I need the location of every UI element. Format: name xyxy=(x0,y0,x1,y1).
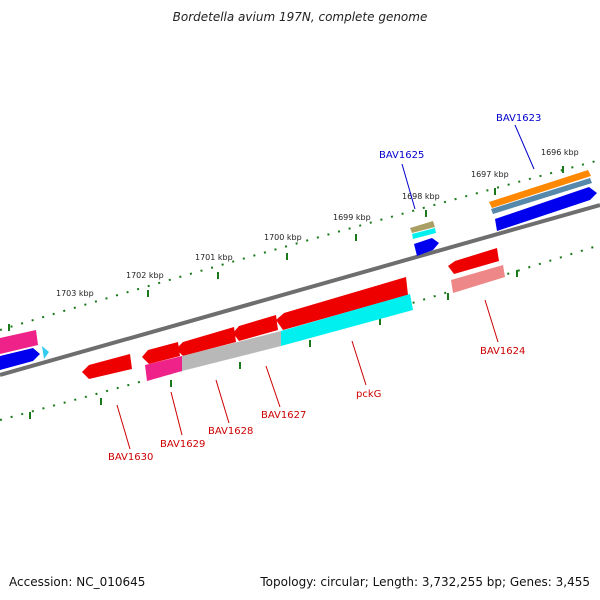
gene-arrow-blue-1623[interactable] xyxy=(495,187,597,231)
leader-bav1628 xyxy=(215,379,230,424)
reverse-strand-features xyxy=(82,248,505,381)
tick-label-1702: 1702 kbp xyxy=(126,271,164,280)
gene-label-bav1625[interactable]: BAV1625 xyxy=(379,150,424,161)
gene-label-bav1628[interactable]: BAV1628 xyxy=(208,426,253,437)
tick-label-1699: 1699 kbp xyxy=(333,213,371,222)
gene-label-bav1630[interactable]: BAV1630 xyxy=(108,452,153,463)
forward-strand-features xyxy=(0,170,597,370)
gene-arrow-left-cyan[interactable] xyxy=(42,346,49,359)
leader-bav1624 xyxy=(484,299,499,343)
gene-arrow-bav1625-khaki[interactable] xyxy=(410,221,435,233)
outer-tick-ring xyxy=(0,159,600,331)
leader-bav1630 xyxy=(116,404,131,450)
tick-label-1703: 1703 kbp xyxy=(56,289,94,298)
gene-label-bav1627[interactable]: BAV1627 xyxy=(261,410,306,421)
leader-bav1629 xyxy=(170,391,183,436)
tick-label-1701: 1701 kbp xyxy=(195,253,233,262)
gene-label-bav1623[interactable]: BAV1623 xyxy=(496,113,541,124)
gene-arrow-bav1628[interactable] xyxy=(176,327,236,356)
inner-major-ticks xyxy=(29,270,518,419)
gene-band-bav1629-magenta[interactable] xyxy=(145,356,182,381)
leader-lines xyxy=(116,124,535,450)
gene-arrow-bav1623-steel[interactable] xyxy=(491,178,592,214)
gene-arrow-left-blue[interactable] xyxy=(0,348,40,370)
gene-arrow-bav1623-orange[interactable] xyxy=(489,170,591,208)
gene-arrow-left-magenta[interactable] xyxy=(0,330,38,354)
tick-label-1697: 1697 kbp xyxy=(471,170,509,179)
leader-pckg xyxy=(351,340,367,386)
major-ticks xyxy=(8,166,564,331)
gene-arrow-bav1629[interactable] xyxy=(142,342,180,364)
gene-band-bav1627-1628-gray[interactable] xyxy=(182,331,281,371)
gene-arrow-bav1625-blue[interactable] xyxy=(414,238,439,256)
gene-label-bav1624[interactable]: BAV1624 xyxy=(480,346,525,357)
gene-band-pckg-cyan[interactable] xyxy=(281,294,413,346)
leader-bav1623 xyxy=(514,124,535,170)
accession-text: Accession: NC_010645 xyxy=(9,575,146,589)
gene-label-bav1629[interactable]: BAV1629 xyxy=(160,439,205,450)
tick-label-1698: 1698 kbp xyxy=(402,192,440,201)
gene-arrow-bav1627[interactable] xyxy=(233,315,278,341)
gene-label-pckg[interactable]: pckG xyxy=(356,389,381,400)
gene-arrow-bav1630[interactable] xyxy=(82,354,132,379)
gene-arrow-bav1625-cyan[interactable] xyxy=(412,228,436,239)
leader-bav1627 xyxy=(265,365,281,408)
genome-backbone xyxy=(0,203,600,377)
leader-bav1625 xyxy=(401,163,416,210)
gene-arrow-bav1624[interactable] xyxy=(448,248,499,274)
tick-label-1696: 1696 kbp xyxy=(541,148,579,157)
tick-label-1700: 1700 kbp xyxy=(264,233,302,242)
genome-summary-text: Topology: circular; Length: 3,732,255 bp… xyxy=(260,575,590,589)
map-title: Bordetella avium 197N, complete genome xyxy=(172,10,428,24)
gene-arrow-bav1624-pink[interactable] xyxy=(451,265,505,293)
gene-arrow-pckg[interactable] xyxy=(276,277,408,330)
